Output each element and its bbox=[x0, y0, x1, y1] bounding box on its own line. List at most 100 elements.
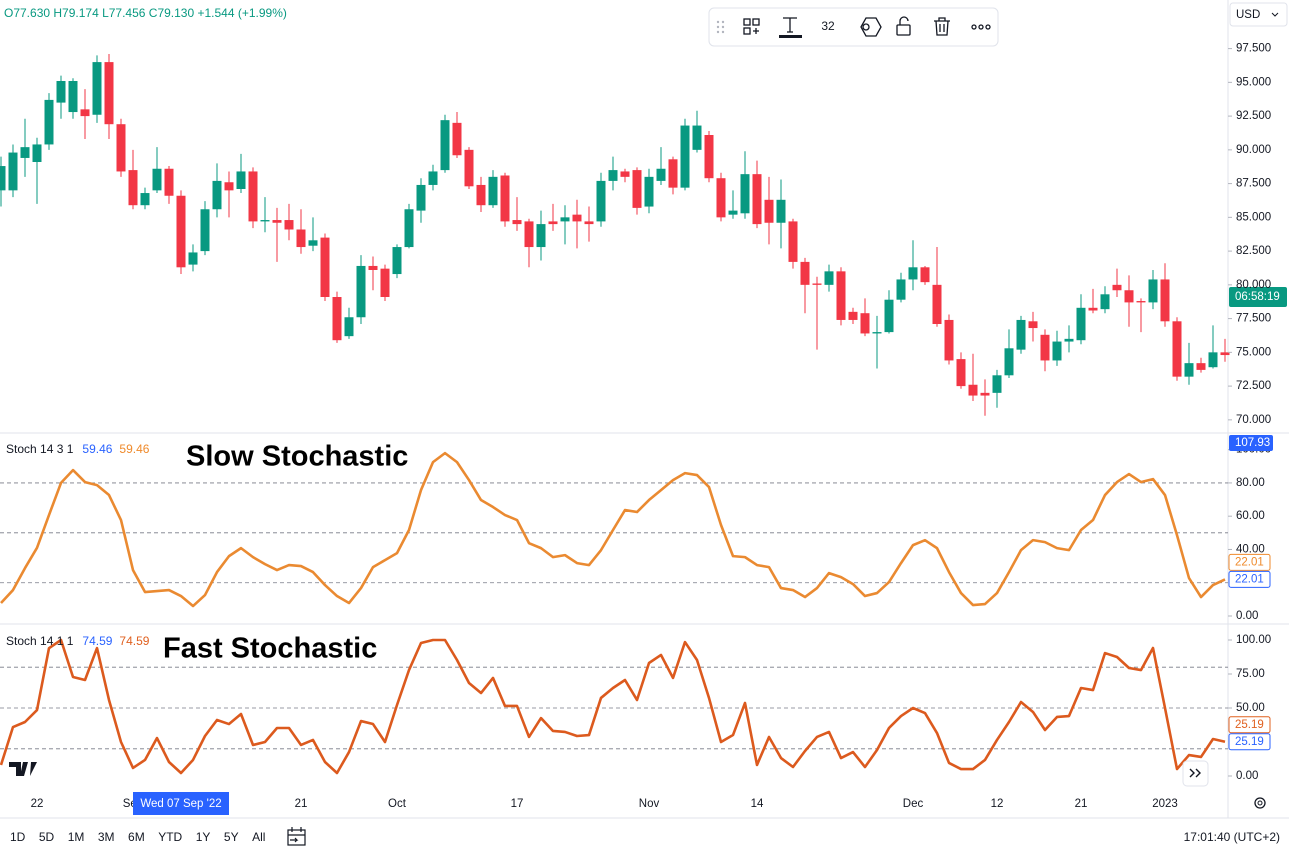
range-button[interactable]: 1D bbox=[10, 830, 26, 844]
candle-body bbox=[872, 332, 882, 334]
logo bbox=[9, 762, 37, 776]
currency-label[interactable]: USD bbox=[1236, 9, 1260, 21]
legend-label: Stoch 14 1 1 bbox=[6, 634, 74, 648]
candle-body bbox=[1064, 338, 1074, 342]
y-tick-label: 50.00 bbox=[1236, 702, 1265, 714]
candle-body bbox=[440, 120, 450, 171]
candle-body bbox=[932, 284, 942, 324]
legend-value: 74.59 bbox=[82, 634, 112, 648]
candle-body bbox=[1172, 321, 1182, 377]
delete-button[interactable] bbox=[934, 17, 950, 36]
x-tick-label: 2023 bbox=[1152, 798, 1178, 810]
candle-body bbox=[1112, 284, 1122, 291]
candle-body bbox=[752, 174, 762, 225]
currency-selector[interactable]: USD bbox=[1229, 2, 1288, 27]
candle-body bbox=[704, 135, 714, 179]
x-tick-label: 14 bbox=[751, 798, 764, 810]
candle-body bbox=[44, 99, 54, 145]
y-tick-label: 77.500 bbox=[1236, 313, 1271, 325]
candle-body bbox=[764, 199, 774, 223]
candle-body bbox=[644, 176, 654, 207]
candle-body bbox=[368, 265, 378, 270]
legend-value: 59.46 bbox=[119, 442, 149, 456]
last-value-box bbox=[1228, 733, 1271, 751]
candle-body bbox=[428, 171, 438, 185]
cursor-value-label: 107.93 bbox=[1235, 437, 1270, 449]
candle-body bbox=[512, 220, 522, 225]
candle-body bbox=[1004, 348, 1014, 376]
last-value-label: 25.19 bbox=[1235, 736, 1264, 748]
legend-label: Stoch 14 3 1 bbox=[6, 442, 74, 456]
currency-box[interactable] bbox=[1229, 2, 1288, 27]
date-range-button[interactable] bbox=[287, 827, 306, 846]
y-tick-label: 40.00 bbox=[1236, 543, 1265, 555]
candle-body bbox=[404, 209, 414, 248]
candle-body bbox=[392, 247, 402, 275]
x-tick-label: 12 bbox=[991, 798, 1004, 810]
scroll-right-button[interactable] bbox=[1182, 760, 1209, 787]
pane-title: Fast Stochastic bbox=[163, 633, 377, 665]
range-button[interactable]: 3M bbox=[98, 830, 115, 844]
candle-body bbox=[248, 171, 258, 222]
y-tick-label: 80.00 bbox=[1236, 477, 1265, 489]
candle-body bbox=[908, 267, 918, 280]
candle-body bbox=[260, 220, 270, 222]
range-button[interactable]: YTD bbox=[158, 830, 182, 844]
range-button[interactable]: All bbox=[252, 830, 265, 844]
y-tick-label: 95.000 bbox=[1236, 76, 1271, 88]
text-color-button[interactable] bbox=[779, 17, 802, 38]
crosshair-date: Wed 07 Sep '22 bbox=[140, 798, 221, 810]
range-button[interactable]: 5D bbox=[39, 830, 55, 844]
candle-body bbox=[1160, 279, 1170, 322]
y-tick-label: 0.00 bbox=[1236, 770, 1258, 782]
candle-body bbox=[584, 221, 594, 225]
stochastic-line bbox=[0, 638, 1226, 775]
candle-body bbox=[536, 224, 546, 248]
candle-body bbox=[632, 170, 642, 208]
candle-body bbox=[476, 184, 486, 206]
range-button[interactable]: 1Y bbox=[196, 830, 211, 844]
drag-handle[interactable] bbox=[716, 20, 725, 34]
toolbar-box bbox=[708, 7, 999, 47]
x-tick-label: 22 bbox=[31, 798, 44, 810]
candle-body bbox=[56, 81, 66, 103]
x-tick-label: Dec bbox=[903, 798, 924, 810]
lock-button[interactable] bbox=[896, 16, 911, 36]
candle-body bbox=[68, 81, 78, 113]
y-tick-label: 0.00 bbox=[1236, 610, 1258, 622]
y-tick-label: 85.000 bbox=[1236, 211, 1271, 223]
y-tick-label: 97.500 bbox=[1236, 43, 1271, 55]
candle-body bbox=[728, 210, 738, 215]
y-tick-label: 90.000 bbox=[1236, 144, 1271, 156]
legend-value: 59.46 bbox=[82, 442, 112, 456]
last-value-label: 22.01 bbox=[1235, 573, 1264, 585]
font-size-button[interactable]: 32 bbox=[821, 19, 835, 33]
candle-body bbox=[320, 237, 330, 297]
y-tick-label: 80.000 bbox=[1236, 279, 1271, 291]
candle-body bbox=[1016, 319, 1026, 350]
range-button[interactable]: 1M bbox=[68, 830, 85, 844]
clock: 17:01:40 (UTC+2) bbox=[1184, 830, 1280, 844]
settings-button[interactable] bbox=[860, 17, 882, 37]
candle-body bbox=[452, 122, 462, 156]
candle-body bbox=[464, 149, 474, 187]
axis-settings-button[interactable] bbox=[1254, 797, 1266, 809]
candle-body bbox=[1208, 352, 1218, 368]
candle-body bbox=[836, 271, 846, 320]
more-button[interactable] bbox=[971, 24, 991, 30]
candle-body bbox=[968, 384, 978, 396]
y-tick-label: 82.500 bbox=[1236, 245, 1271, 257]
range-button[interactable]: 6M bbox=[128, 830, 145, 844]
y-tick-label: 75.000 bbox=[1236, 346, 1271, 358]
candle-body bbox=[152, 168, 162, 191]
candle-body bbox=[212, 180, 222, 210]
candle-body bbox=[788, 221, 798, 262]
y-tick-label: 100.00 bbox=[1236, 634, 1271, 646]
candle-body bbox=[8, 152, 18, 191]
template-button[interactable] bbox=[743, 18, 760, 35]
drawing-toolbar: 32 bbox=[708, 7, 999, 47]
range-button[interactable]: 5Y bbox=[224, 830, 239, 844]
cursor-value-box bbox=[1229, 435, 1273, 451]
last-value-label: 25.19 bbox=[1235, 719, 1264, 731]
candle-body bbox=[608, 170, 618, 181]
